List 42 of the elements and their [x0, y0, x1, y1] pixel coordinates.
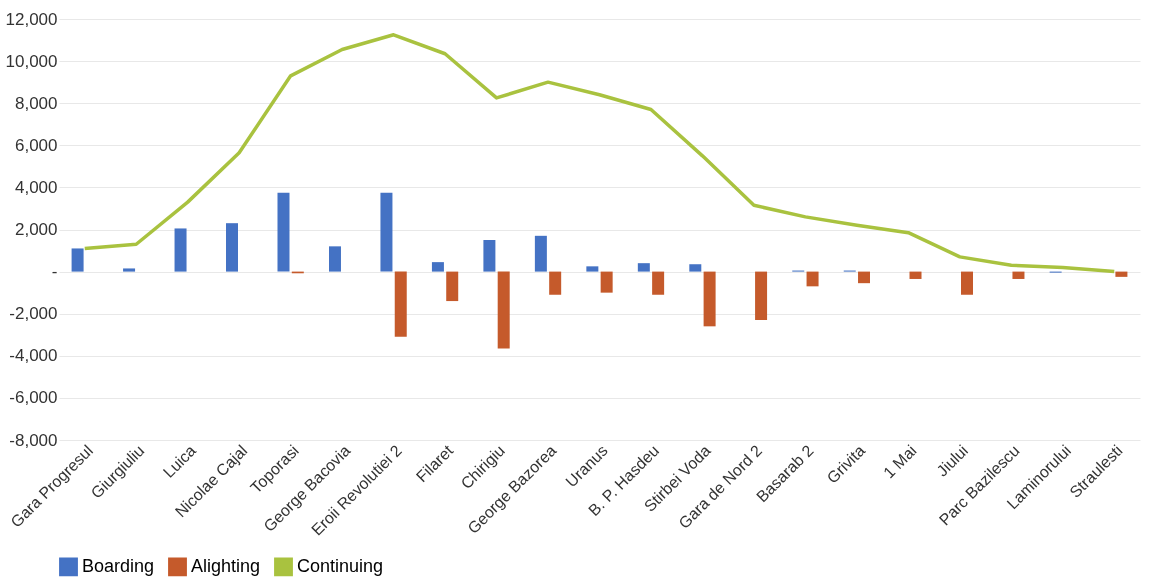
x-tick-label: 1 Mai	[879, 441, 920, 482]
bar	[1115, 271, 1128, 277]
bar	[703, 271, 716, 327]
bar	[483, 240, 496, 272]
bar	[174, 228, 187, 272]
bar	[328, 246, 341, 272]
bar	[71, 248, 84, 272]
y-tick-label: 8,000	[14, 93, 58, 113]
y-tick-label: -6,000	[9, 388, 58, 408]
legend-label: Continuing	[297, 555, 384, 576]
bar	[652, 271, 665, 295]
bar	[1012, 271, 1025, 279]
bar	[858, 271, 871, 284]
y-tick-label: 6,000	[14, 135, 58, 155]
bar	[586, 266, 599, 272]
y-tick-label: -4,000	[9, 346, 58, 366]
bar	[394, 271, 407, 337]
bar	[497, 271, 510, 349]
bar	[380, 192, 393, 272]
y-tick-label: 12,000	[5, 9, 58, 29]
bar	[909, 271, 922, 279]
bar	[689, 264, 702, 272]
bar	[431, 262, 444, 272]
bar	[277, 192, 290, 272]
bar	[755, 271, 768, 321]
bar	[960, 271, 973, 295]
y-tick-label: 4,000	[14, 177, 58, 197]
bar	[123, 268, 136, 272]
y-tick-label: -	[51, 262, 58, 282]
y-tick-label: 10,000	[5, 51, 58, 71]
bar	[446, 271, 459, 302]
line-series	[82, 33, 1117, 274]
bar	[226, 223, 239, 272]
bar	[534, 235, 547, 272]
y-tick-label: 2,000	[14, 220, 58, 239]
legend-label: Boarding	[82, 555, 155, 576]
bar	[637, 263, 650, 272]
legend-label: Alighting	[191, 555, 261, 576]
bar	[600, 271, 613, 293]
bar	[806, 271, 819, 287]
bar	[549, 271, 562, 295]
y-tick-label: -2,000	[9, 304, 58, 324]
